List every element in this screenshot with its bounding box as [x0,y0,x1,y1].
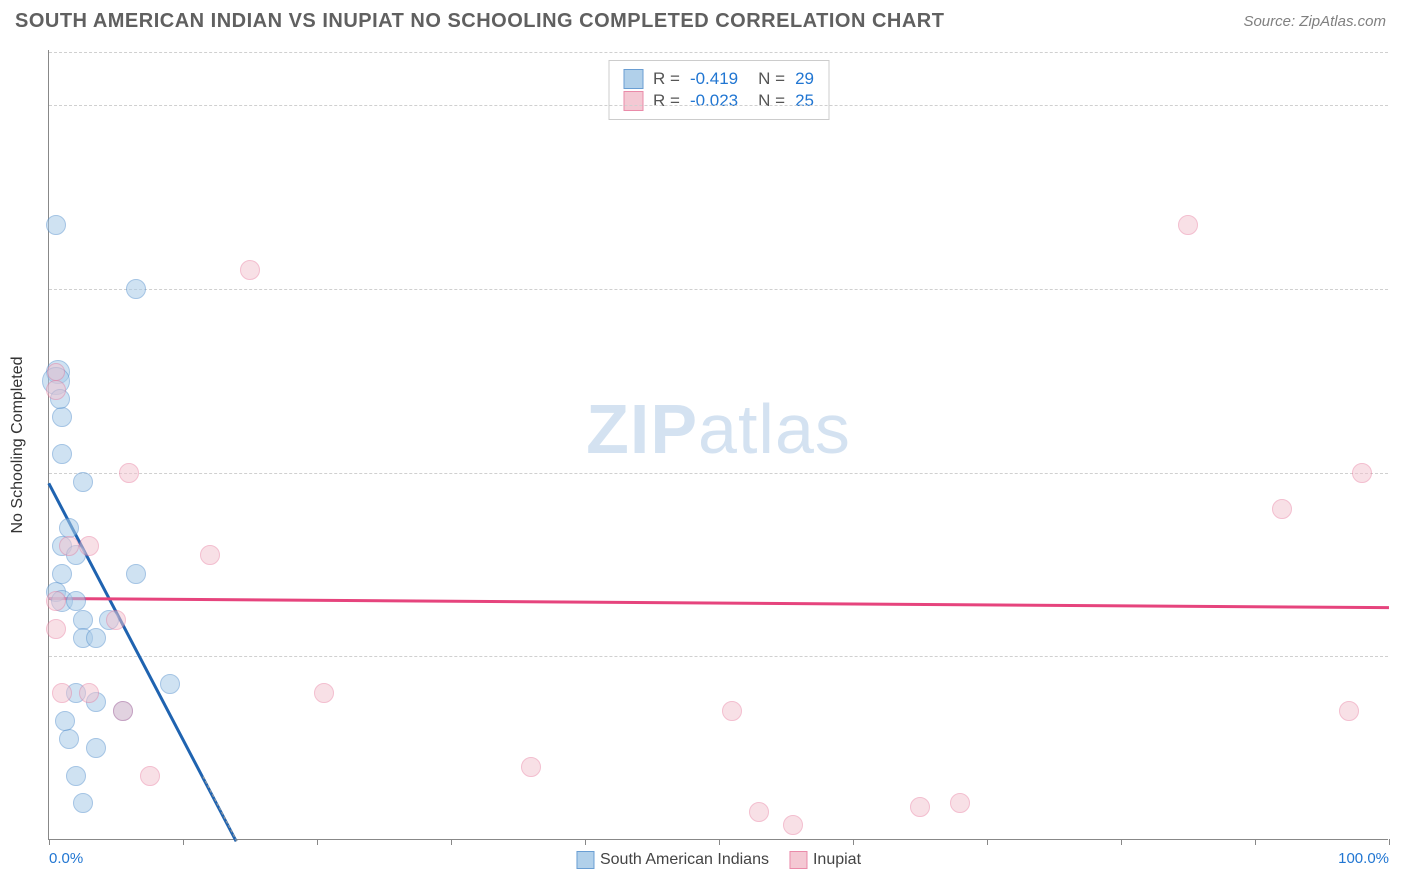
data-point [1339,701,1359,721]
data-point [749,802,769,822]
data-point [126,279,146,299]
data-point [73,472,93,492]
data-point [1352,463,1372,483]
data-point [240,260,260,280]
data-point [200,545,220,565]
gridline [49,473,1388,474]
data-point [73,610,93,630]
n-value-2: 25 [795,91,814,111]
data-point [314,683,334,703]
r-label: R = [653,91,680,111]
data-point [86,738,106,758]
data-point [46,619,66,639]
data-point [73,793,93,813]
gridline [49,52,1388,53]
x-tick [853,839,854,845]
y-tick-label: 2.0% [1392,464,1406,481]
legend-swatch-1 [623,69,643,89]
data-point [126,564,146,584]
x-tick [1121,839,1122,845]
legend-label-2: Inupiat [813,851,861,869]
legend-row-series-1: R = -0.419 N = 29 [623,69,814,89]
x-tick-label: 0.0% [49,850,83,867]
legend-swatch-icon [789,851,807,869]
legend-item-1: South American Indians [576,851,769,869]
x-tick [1389,839,1390,845]
gridline [49,656,1388,657]
data-point [66,766,86,786]
data-point [52,683,72,703]
data-point [55,711,75,731]
chart-title: SOUTH AMERICAN INDIAN VS INUPIAT NO SCHO… [15,10,944,33]
data-point [1272,499,1292,519]
data-point [119,463,139,483]
legend-row-series-2: R = -0.023 N = 25 [623,91,814,111]
data-point [46,591,66,611]
data-point [59,729,79,749]
n-label: N = [758,69,785,89]
x-tick [585,839,586,845]
r-value-1: -0.419 [690,69,738,89]
chart-header: SOUTH AMERICAN INDIAN VS INUPIAT NO SCHO… [0,0,1406,38]
x-tick [317,839,318,845]
x-tick-label: 100.0% [1338,850,1389,867]
n-value-1: 29 [795,69,814,89]
x-tick [1255,839,1256,845]
data-point [950,793,970,813]
data-point [47,363,65,381]
data-point [722,701,742,721]
gridline [49,289,1388,290]
y-tick-label: 3.0% [1392,280,1406,297]
x-tick [183,839,184,845]
x-tick [451,839,452,845]
data-point [106,610,126,630]
data-point [521,757,541,777]
data-point [52,564,72,584]
data-point [59,518,79,538]
data-point [1178,215,1198,235]
plot-area: ZIPatlas R = -0.419 N = 29 R = -0.023 N … [48,50,1388,840]
x-tick [987,839,988,845]
data-point [46,215,66,235]
data-point [86,628,106,648]
data-point [783,815,803,835]
data-point [52,407,72,427]
y-tick-label: 4.0% [1392,97,1406,114]
correlation-legend: R = -0.419 N = 29 R = -0.023 N = 25 [608,60,829,120]
data-point [113,701,133,721]
data-point [66,591,86,611]
data-point [59,536,79,556]
regression-dash [203,776,237,841]
x-tick [49,839,50,845]
y-axis-label: No Schooling Completed [9,357,27,534]
legend-item-2: Inupiat [789,851,861,869]
legend-label-1: South American Indians [600,851,769,869]
watermark: ZIPatlas [586,389,851,469]
data-point [79,683,99,703]
scatter-chart: No Schooling Completed ZIPatlas R = -0.4… [48,50,1388,840]
series-legend: South American Indians Inupiat [576,851,861,869]
r-label: R = [653,69,680,89]
data-point [52,444,72,464]
legend-swatch-icon [576,851,594,869]
legend-swatch-2 [623,91,643,111]
y-tick-label: 1.0% [1392,648,1406,665]
data-point [910,797,930,817]
data-point [79,536,99,556]
n-label: N = [758,91,785,111]
data-point [140,766,160,786]
data-point [160,674,180,694]
x-tick [719,839,720,845]
regression-line [49,597,1389,609]
r-value-2: -0.023 [690,91,738,111]
data-point [46,380,66,400]
source-attribution: Source: ZipAtlas.com [1243,13,1386,30]
gridline [49,105,1388,106]
